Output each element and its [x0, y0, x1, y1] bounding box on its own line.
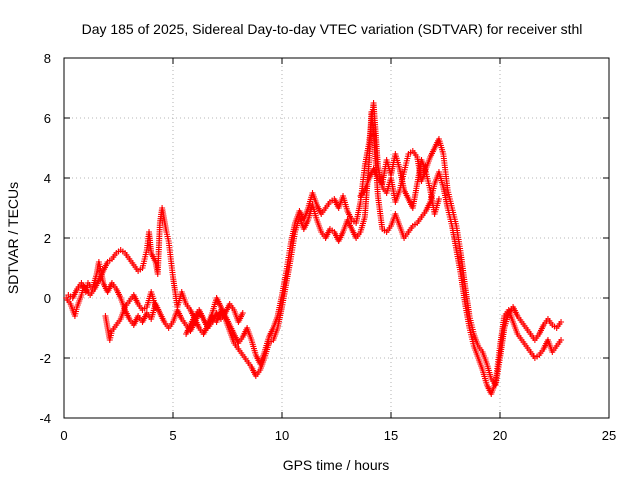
- y-tick-label: 0: [44, 291, 51, 306]
- x-tick-labels: 0 5 10 15 20 25: [60, 428, 616, 443]
- y-tick-label: -4: [39, 411, 51, 426]
- y-tick-labels: -4 -2 0 2 4 6 8: [39, 51, 51, 426]
- data-point: [435, 196, 442, 202]
- y-tick-label: -2: [39, 351, 51, 366]
- data-point: [152, 304, 159, 310]
- y-tick-label: 2: [44, 231, 51, 246]
- y-tick-label: 8: [44, 51, 51, 66]
- chart-title: Day 185 of 2025, Sidereal Day-to-day VTE…: [82, 21, 583, 37]
- x-tick-label: 10: [275, 428, 289, 443]
- y-tick-label: 4: [44, 171, 51, 186]
- y-tick-label: 6: [44, 111, 51, 126]
- y-axis-label: SDTVAR / TECUs: [5, 182, 21, 294]
- x-axis-label: GPS time / hours: [283, 457, 390, 473]
- data-points: [63, 100, 565, 397]
- x-tick-label: 0: [60, 428, 67, 443]
- x-tick-label: 15: [384, 428, 398, 443]
- data-point: [558, 337, 565, 343]
- x-tick-label: 5: [169, 428, 176, 443]
- data-point: [239, 310, 246, 316]
- data-point: [558, 319, 565, 325]
- x-tick-label: 25: [602, 428, 616, 443]
- x-tick-label: 20: [493, 428, 507, 443]
- x-axis-ticks: [63, 58, 610, 418]
